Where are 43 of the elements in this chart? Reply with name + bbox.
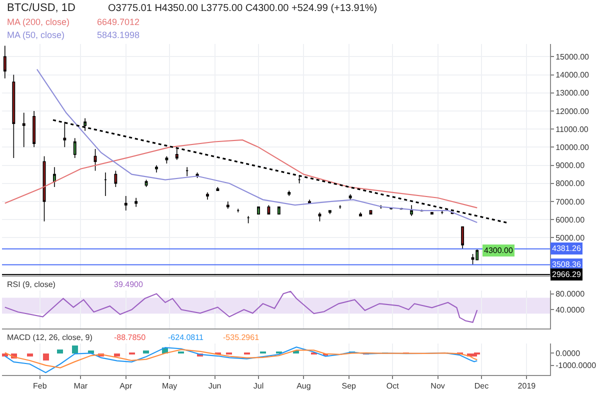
text: 39.4900	[114, 280, 144, 289]
x-tick-label: Dec	[474, 382, 489, 391]
y-tick-label: 6000.00	[556, 215, 586, 224]
text: -88.7850	[114, 333, 146, 342]
y-tick-label: 0.0000	[556, 349, 581, 358]
y-tick-label: 13000.00	[556, 88, 590, 98]
chart-title: RSI (9, close)	[7, 280, 56, 289]
x-tick-label: 2019	[518, 382, 536, 391]
y-tick-label: 10000.00	[556, 142, 590, 152]
x-tick-label: Aug	[296, 382, 311, 391]
x-tick-label: Mar	[74, 382, 88, 391]
y-tick-label: 40.0000	[556, 305, 586, 314]
x-tick-label: Feb	[32, 382, 48, 391]
ref-line-label: 3508.36	[552, 260, 582, 269]
y-tick-label: 14000.00	[556, 70, 590, 80]
y-tick-label: -1000.0000	[556, 361, 597, 370]
x-tick-label: Nov	[430, 382, 445, 391]
y-tick-label: 15000.00	[556, 52, 590, 62]
y-tick-label: 5000.00	[556, 233, 586, 242]
text: MA (50, close)	[7, 30, 65, 40]
text: 5843.1998	[97, 30, 140, 40]
y-tick-label: 7000.00	[556, 197, 586, 206]
x-tick-label: Apr	[120, 382, 132, 391]
x-tick-label: Jun	[208, 382, 222, 391]
text: 6649.7012	[97, 17, 140, 27]
x-tick-label: Sep	[342, 382, 357, 391]
text: -535.2961	[223, 333, 260, 342]
annotation: 4300.00	[484, 246, 514, 255]
x-tick-label: Oct	[386, 382, 400, 391]
y-tick-label: 11000.00	[556, 124, 589, 134]
y-tick-label: 12000.00	[556, 106, 590, 116]
chart-subtitle: O3775.01 H4350.00 L3775.00 C4300.00 +524.99 (+13.91%)	[108, 3, 378, 14]
ref-line-label: 2966.29	[552, 270, 582, 279]
x-tick-label: May	[162, 382, 178, 391]
text: MA (200, close)	[7, 17, 70, 27]
y-tick-label: 9000.00	[556, 161, 586, 170]
chart-title: MACD (12, 26, close, 9)	[7, 333, 93, 342]
y-tick-label: 80.0000	[556, 290, 586, 299]
y-tick-label: 8000.00	[556, 179, 586, 188]
chart-title: BTC/USD, 1D	[7, 2, 76, 14]
ref-line-label: 4381.26	[552, 244, 582, 253]
text: -624.0811	[168, 333, 204, 342]
x-tick-label: Jul	[253, 382, 264, 391]
